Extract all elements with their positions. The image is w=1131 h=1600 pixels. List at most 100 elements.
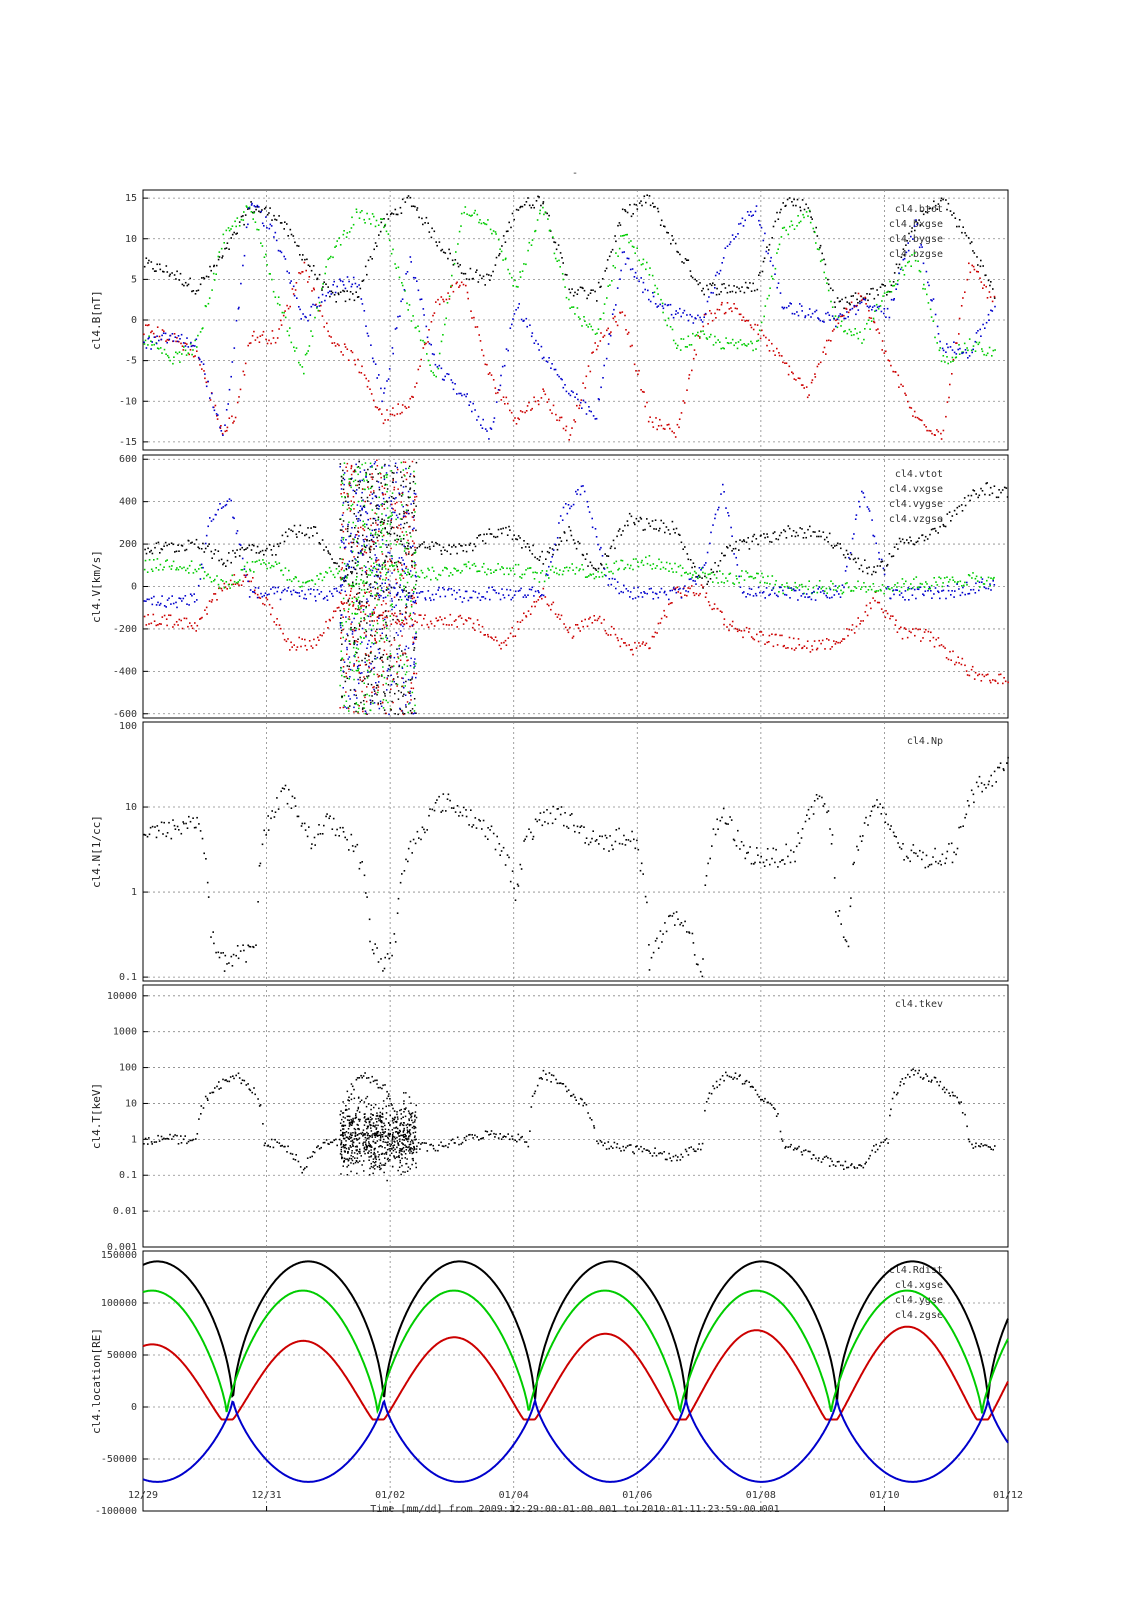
data-point (388, 668, 390, 671)
data-point (382, 590, 384, 592)
data-point (907, 242, 909, 244)
data-point (365, 511, 367, 513)
data-point (368, 604, 370, 607)
data-point (750, 340, 752, 343)
data-point (385, 621, 387, 624)
data-point (1002, 682, 1004, 685)
data-point (358, 628, 360, 631)
data-point (186, 343, 188, 345)
data-point (562, 278, 565, 281)
data-point (306, 352, 308, 355)
data-point (759, 224, 761, 226)
data-point (292, 589, 295, 592)
data-point (400, 573, 402, 575)
data-point (942, 645, 945, 648)
data-point (254, 339, 257, 341)
data-point (733, 303, 735, 305)
data-point (646, 194, 648, 196)
data-point (771, 589, 773, 591)
data-point (817, 588, 819, 590)
data-point (886, 307, 889, 310)
data-point (1003, 486, 1006, 489)
data-point (296, 244, 298, 247)
data-point (642, 529, 645, 531)
data-point (958, 219, 961, 221)
data-point (791, 647, 793, 650)
data-point (855, 625, 858, 628)
data-point (355, 597, 357, 600)
data-point (358, 583, 360, 585)
data-point (177, 544, 179, 546)
data-point (414, 482, 417, 485)
data-point (820, 642, 822, 645)
data-point (310, 269, 313, 272)
data-point (796, 225, 798, 227)
data-point (669, 602, 672, 605)
data-point (530, 335, 533, 338)
data-point (220, 507, 223, 509)
data-point (397, 516, 399, 519)
data-point (554, 368, 557, 371)
data-point (481, 277, 483, 280)
legend-entry: cl4.vzgse (889, 514, 943, 525)
data-point (150, 549, 152, 552)
data-point (612, 265, 615, 267)
data-point (152, 268, 154, 270)
data-point (619, 645, 622, 648)
data-point (376, 559, 378, 562)
data-point (707, 601, 710, 603)
data-point (284, 531, 287, 534)
data-point (838, 585, 841, 587)
y-axis-label: cl4.V[km/s] (90, 550, 103, 623)
data-point (537, 403, 540, 406)
data-point (756, 572, 758, 575)
data-point (500, 374, 502, 377)
data-point (688, 374, 691, 376)
data-point (568, 288, 570, 291)
data-point (951, 356, 954, 359)
data-point (533, 396, 535, 399)
data-point (801, 199, 804, 201)
data-point (879, 305, 882, 307)
data-point (416, 596, 419, 598)
data-point (601, 555, 604, 557)
data-point (173, 274, 176, 276)
data-point (245, 226, 248, 229)
data-point (362, 539, 365, 541)
data-point (501, 365, 504, 368)
data-point (365, 601, 368, 603)
data-point (178, 597, 180, 599)
data-point (386, 637, 389, 639)
data-point (289, 228, 292, 231)
data-point (795, 204, 797, 207)
data-point (649, 204, 652, 207)
data-point (421, 217, 423, 220)
data-point (638, 280, 640, 283)
data-point (519, 410, 522, 412)
data-point (390, 674, 392, 676)
data-point (833, 328, 835, 331)
data-point (460, 212, 463, 215)
data-point (510, 598, 512, 601)
data-point (749, 210, 752, 213)
data-point (940, 438, 943, 440)
data-point (228, 498, 231, 500)
data-point (447, 589, 449, 591)
data-point (280, 319, 282, 322)
data-point (329, 295, 331, 298)
data-point (478, 624, 480, 626)
data-point (958, 588, 960, 590)
data-point (154, 336, 157, 338)
data-point (956, 342, 958, 344)
data-point (163, 614, 166, 617)
data-point (284, 221, 286, 223)
data-point (880, 608, 883, 610)
data-point (284, 258, 287, 260)
data-point (529, 549, 531, 552)
data-point (412, 713, 414, 715)
data-point (840, 320, 843, 323)
data-point (240, 218, 243, 221)
data-point (972, 265, 975, 268)
data-point (745, 596, 747, 598)
data-point (344, 579, 347, 582)
